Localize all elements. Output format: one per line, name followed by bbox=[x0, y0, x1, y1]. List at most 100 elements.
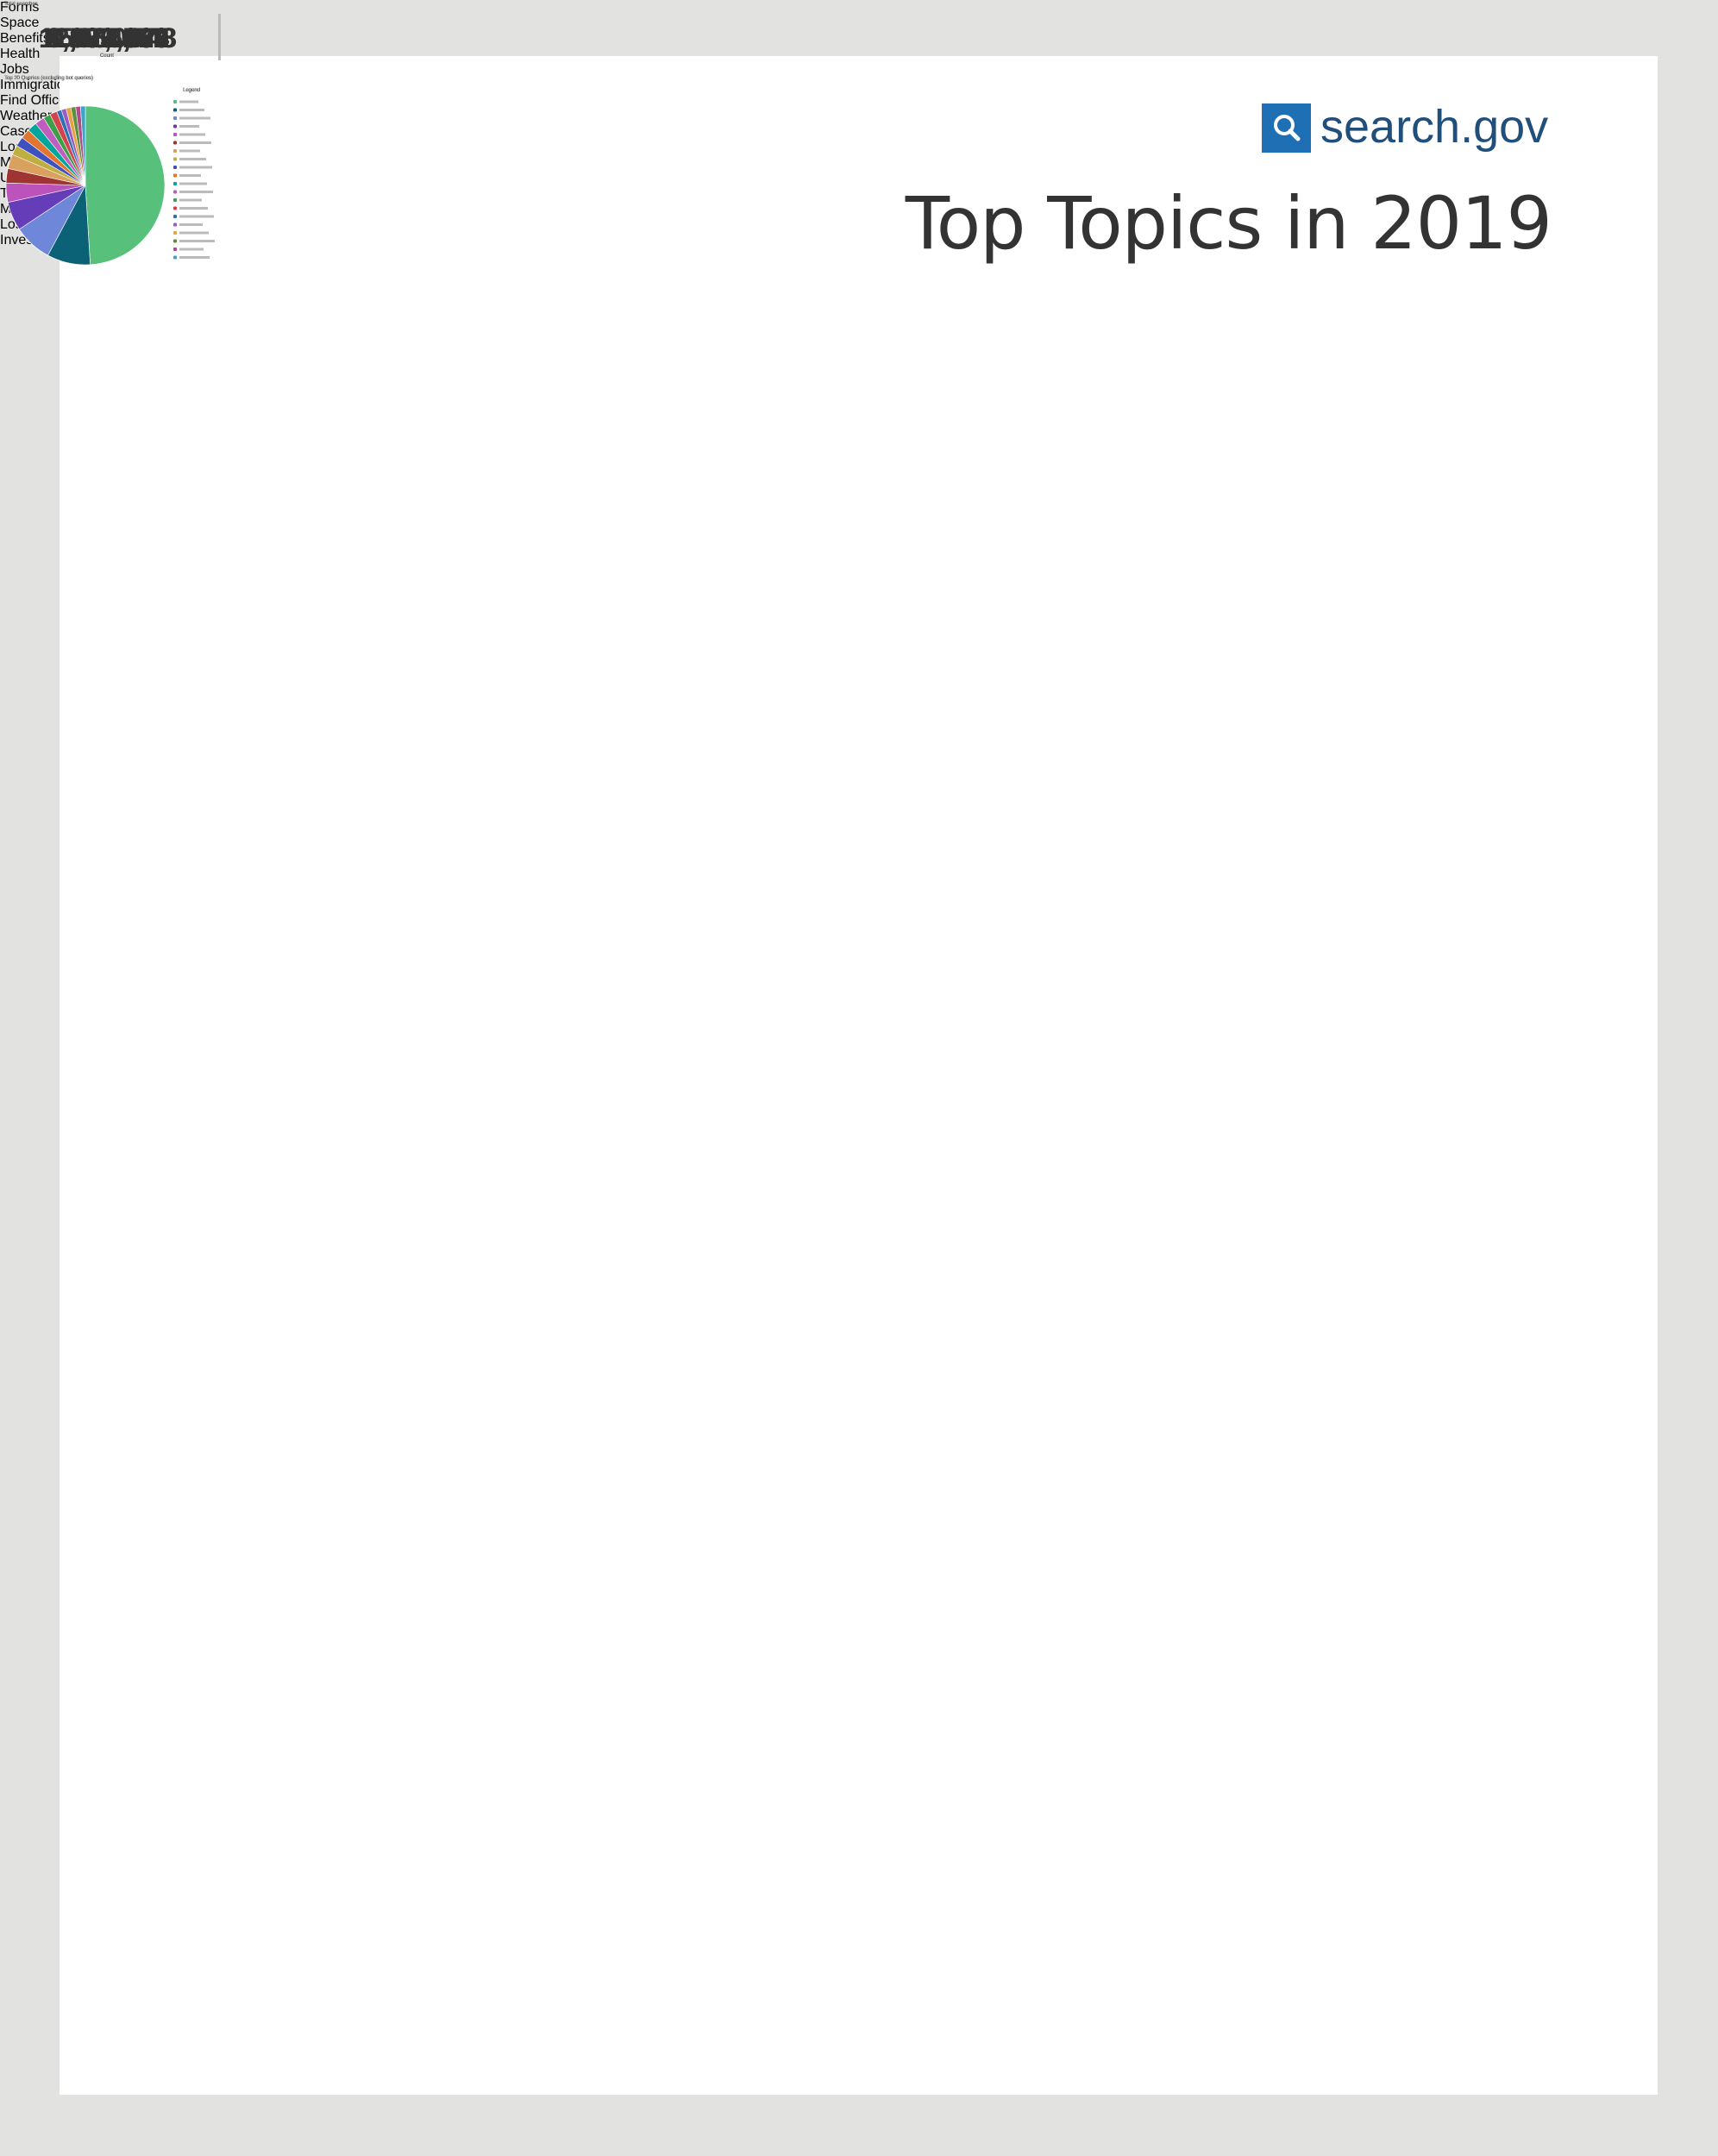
panel-title: Immigration bbox=[0, 78, 72, 92]
small-label: Legend bbox=[183, 88, 201, 93]
legend-text-placeholder bbox=[179, 223, 203, 226]
legend-dot bbox=[173, 149, 177, 153]
small-label: Count bbox=[100, 53, 115, 59]
small-label: Top 20 Queries (excluding bot queries) bbox=[4, 76, 94, 81]
legend-dot bbox=[173, 100, 177, 103]
legend-dot bbox=[173, 222, 177, 227]
small-label: Total searches bbox=[4, 2, 38, 7]
small-label: Legend bbox=[183, 88, 201, 93]
small-label: Top 20 Queries (excluding bot queries) bbox=[4, 76, 94, 81]
small-label: Count bbox=[100, 53, 115, 59]
small-label: Legend bbox=[183, 88, 201, 93]
legend-dot bbox=[173, 173, 177, 178]
small-label: Top 20 Queries (excluding bot queries) bbox=[4, 76, 94, 81]
legend-dot bbox=[173, 116, 177, 120]
small-label: Top 20 Queries (excluding bot queries) bbox=[4, 76, 94, 81]
small-label: Top 20 Queries (excluding bot queries) bbox=[4, 76, 94, 81]
pie-slice bbox=[85, 105, 166, 266]
legend-text-placeholder bbox=[179, 182, 207, 185]
legend-dot bbox=[173, 108, 177, 112]
small-label: Legend bbox=[183, 88, 201, 93]
small-label: Count bbox=[100, 53, 115, 59]
small-label: Top 20 Queries (excluding bot queries) bbox=[4, 76, 94, 81]
pie-slice bbox=[80, 105, 86, 186]
small-label: Total searches bbox=[4, 2, 38, 7]
small-label: Count bbox=[100, 53, 115, 59]
small-label: Total searches bbox=[4, 2, 38, 7]
small-label: Total searches bbox=[4, 2, 38, 7]
small-label: Legend bbox=[183, 88, 201, 93]
legend-dot bbox=[173, 248, 177, 251]
legend-dot bbox=[173, 206, 177, 210]
total-value: 4,602,567 bbox=[46, 22, 170, 53]
small-label: Count bbox=[100, 53, 115, 59]
legend-text-placeholder bbox=[179, 166, 212, 169]
small-label: Top 20 Queries (excluding bot queries) bbox=[4, 76, 94, 81]
small-label: Count bbox=[100, 53, 115, 59]
legend-text-placeholder bbox=[179, 248, 204, 251]
legend-text-placeholder bbox=[179, 215, 214, 218]
total-value: 12,964,748 bbox=[38, 22, 178, 53]
small-label: Legend bbox=[183, 88, 201, 93]
small-label: Legend bbox=[183, 88, 201, 93]
small-label: Count bbox=[100, 53, 115, 59]
small-label: Legend bbox=[183, 88, 201, 93]
scrollbar bbox=[218, 14, 221, 60]
total-value: 1,179,823 bbox=[46, 22, 170, 53]
small-label: Count bbox=[100, 53, 115, 59]
small-label: Top 20 Queries (excluding bot queries) bbox=[4, 76, 94, 81]
small-label: Legend bbox=[183, 88, 201, 93]
small-label: Total searches bbox=[4, 2, 38, 7]
small-label: Count bbox=[100, 53, 115, 59]
brand: search.gov bbox=[1320, 101, 1549, 153]
small-label: Top 20 Queries (excluding bot queries) bbox=[4, 76, 94, 81]
panel-title: Benefits bbox=[0, 31, 50, 46]
legend-dot bbox=[173, 215, 177, 218]
legend-text-placeholder bbox=[179, 149, 200, 153]
panel-title: Health bbox=[0, 47, 41, 61]
small-label: Top 20 Queries (excluding bot queries) bbox=[4, 76, 94, 81]
logo bbox=[1262, 103, 1311, 153]
legend-dot bbox=[173, 255, 177, 260]
panel-title: Find Offices bbox=[0, 93, 74, 108]
panels: Forms Total searches 12,964,748 Count Top 20… bbox=[0, 0, 1718, 266]
small-label: Total searches bbox=[4, 2, 38, 7]
total-value: 4,391,179 bbox=[46, 22, 170, 53]
small-label: Top 20 Queries (excluding bot queries) bbox=[4, 76, 94, 81]
total-value: 1,131,288 bbox=[46, 22, 170, 53]
small-label: Total searches bbox=[4, 2, 38, 7]
panel-title: Space bbox=[0, 16, 40, 30]
legend-text-placeholder bbox=[179, 109, 204, 111]
small-label: Total searches bbox=[4, 2, 38, 7]
panel-title: Jobs bbox=[0, 62, 29, 77]
small-label: Count bbox=[100, 53, 115, 59]
small-label: Legend bbox=[183, 88, 201, 93]
legend-text-placeholder bbox=[179, 174, 201, 177]
small-label: Total searches bbox=[4, 2, 38, 7]
pie-chart bbox=[5, 100, 215, 266]
total-value: 1,201,332 bbox=[46, 22, 170, 53]
small-label: Count bbox=[100, 53, 115, 59]
total-value: 1,127,058 bbox=[46, 22, 170, 53]
legend-dot bbox=[173, 231, 177, 235]
legend-text-placeholder bbox=[179, 141, 211, 144]
legend-text-placeholder bbox=[179, 116, 210, 120]
total-value: 2,433,467 bbox=[46, 22, 170, 53]
small-label: Top 20 Queries (excluding bot queries) bbox=[4, 76, 94, 81]
legend-text-placeholder bbox=[179, 158, 206, 160]
legend-dot bbox=[173, 182, 177, 185]
small-label: Count bbox=[100, 53, 115, 59]
legend-text-placeholder bbox=[179, 240, 215, 242]
small-label: Total searches bbox=[4, 2, 38, 7]
small-label: Count bbox=[100, 53, 115, 59]
legend-dot bbox=[173, 141, 177, 145]
total-value: 577,087 bbox=[58, 22, 158, 53]
legend-dot bbox=[173, 198, 177, 202]
small-label: Count bbox=[100, 53, 115, 59]
legend-text-placeholder bbox=[179, 256, 210, 259]
total-value: 11,185,748 bbox=[39, 22, 177, 53]
legend-text-placeholder bbox=[179, 191, 213, 193]
legend-dot bbox=[173, 157, 177, 161]
small-label: Count bbox=[100, 53, 115, 59]
